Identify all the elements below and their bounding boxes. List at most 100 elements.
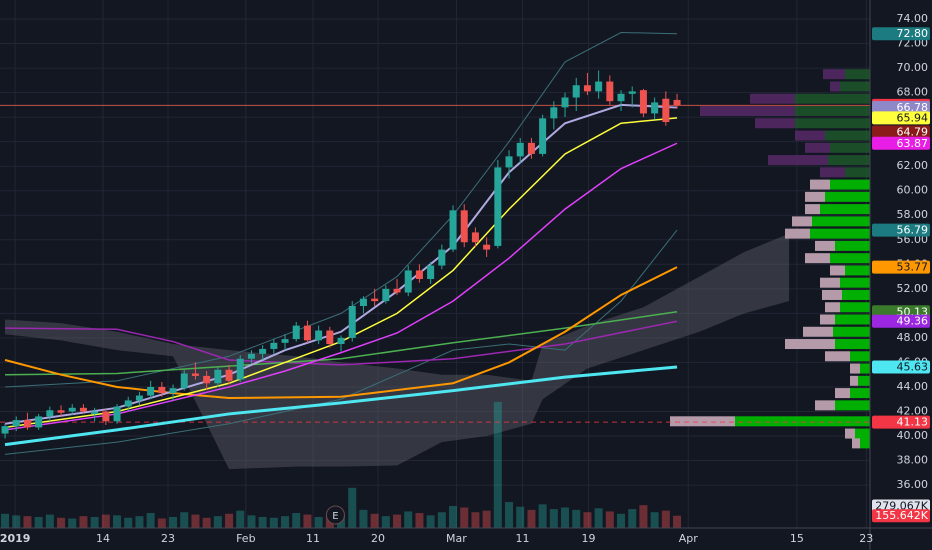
x-tick-label: 23: [859, 532, 873, 545]
candle-body: [135, 395, 143, 401]
volume-bar: [236, 510, 245, 528]
profile-down: [820, 167, 845, 178]
volume-bar: [370, 513, 379, 528]
candle-body: [651, 102, 659, 114]
profile-up: [825, 191, 870, 202]
volume-bar: [471, 512, 480, 528]
profile-up: [858, 375, 870, 386]
price-axis: [870, 0, 932, 550]
volume-bar: [561, 507, 570, 528]
x-tick-label: 15: [790, 532, 804, 545]
candle-body: [460, 210, 468, 243]
profile-down: [670, 416, 735, 427]
candle-body: [225, 369, 233, 381]
profile-down: [805, 253, 830, 264]
profile-up: [735, 416, 870, 427]
volume-bar: [157, 518, 166, 528]
volume-bar: [225, 513, 234, 528]
profile-up: [795, 93, 870, 104]
candle-body: [628, 91, 636, 94]
profile-up: [830, 142, 870, 153]
price-tag: [872, 111, 930, 125]
indicator-line: [4, 229, 678, 455]
profile-up: [825, 130, 870, 141]
volume-bar: [169, 516, 178, 528]
profile-up: [835, 339, 870, 350]
profile-down: [805, 204, 820, 215]
candle-body: [1, 426, 9, 434]
y-tick-label: 68.00: [897, 86, 929, 99]
price-tag: [872, 415, 930, 429]
volume-bar: [437, 512, 446, 528]
profile-down: [820, 277, 840, 288]
indicator-line: [5, 31, 678, 388]
candle-body: [102, 411, 110, 422]
profile-down: [825, 302, 840, 313]
y-tick-label: 70.00: [897, 61, 929, 74]
volume-bar: [45, 514, 54, 528]
y-tick-label: 52.00: [897, 282, 929, 295]
volume-bar: [124, 517, 133, 528]
profile-down: [755, 118, 795, 129]
profile-down: [815, 400, 835, 411]
x-tick-label: 2019: [0, 532, 30, 545]
price-tag: [872, 360, 930, 374]
volume-bar: [79, 516, 88, 528]
profile-down: [850, 363, 860, 374]
profile-down: [803, 326, 833, 337]
profile-up: [828, 155, 870, 166]
profile-down: [845, 428, 855, 439]
candle-body: [12, 420, 20, 427]
candle-body: [359, 298, 367, 307]
profile-up: [845, 265, 870, 276]
profile-down: [852, 438, 860, 449]
candle-body: [561, 97, 569, 108]
candle-body: [494, 167, 502, 246]
volume-bar: [191, 514, 200, 528]
price-tag: [872, 136, 930, 150]
price-tag-label: 65.94: [897, 111, 929, 124]
volume-bar: [314, 516, 323, 528]
candle-body: [247, 353, 255, 359]
profile-up: [835, 314, 870, 325]
x-tick-label: 11: [306, 532, 320, 545]
indicator-line: [5, 311, 678, 376]
y-tick-label: 36.00: [897, 478, 929, 491]
price-tag: [872, 27, 930, 41]
candle-body: [124, 400, 132, 407]
candle-body: [382, 288, 390, 302]
profile-down: [830, 265, 845, 276]
candle-body: [46, 410, 54, 417]
volume-bar: [57, 517, 66, 528]
candle-body: [404, 270, 412, 293]
profile-up: [810, 228, 870, 239]
candle-body: [57, 410, 65, 413]
candle-body: [348, 306, 356, 338]
profile-up: [833, 326, 870, 337]
profile-up: [842, 289, 870, 300]
volume-bar: [292, 513, 301, 528]
candle-body: [617, 93, 625, 102]
volume-bar: [12, 515, 21, 528]
profile-down: [820, 314, 835, 325]
price-tag-label: 64.79: [897, 125, 929, 138]
volume-bar: [213, 516, 222, 528]
volume-bar: [505, 501, 514, 528]
volume-bar: [381, 516, 390, 528]
volume-bar: [538, 504, 547, 528]
candle-body: [438, 249, 446, 266]
profile-down: [815, 240, 835, 251]
candle-body: [23, 420, 31, 428]
profile-up: [860, 438, 870, 449]
profile-up: [855, 428, 870, 439]
candle-body: [662, 98, 670, 123]
price-tag: [872, 223, 930, 237]
volume-bar: [101, 514, 110, 528]
indicator-line: [4, 117, 678, 429]
volume-bar: [628, 509, 637, 528]
candle-body: [147, 386, 155, 396]
volume-bar: [549, 509, 558, 528]
profile-down: [810, 179, 830, 190]
candle-body: [415, 270, 423, 280]
